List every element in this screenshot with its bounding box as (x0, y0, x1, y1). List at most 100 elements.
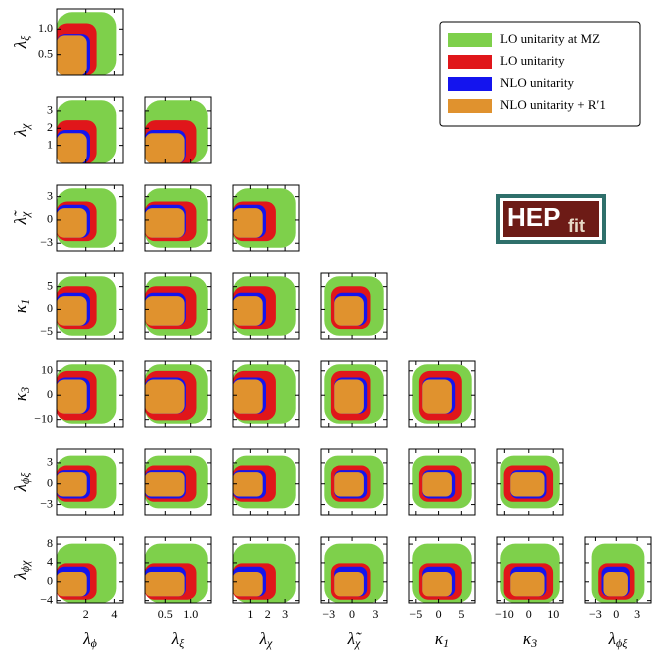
axis-subscript: χ (354, 636, 361, 650)
axis-symbol: λ (171, 629, 179, 648)
region (334, 379, 364, 414)
region (510, 571, 545, 597)
y-tick-label: 10 (41, 363, 53, 377)
x-tick-label: 1.0 (183, 607, 198, 621)
panel (584, 536, 652, 604)
region (145, 472, 185, 497)
panel (56, 184, 124, 252)
axis-label: λχ (11, 123, 32, 137)
x-tick-label: −10 (495, 607, 514, 621)
axis-label: λϕχ (11, 560, 32, 581)
x-tick-label: 2 (265, 607, 271, 621)
axis-label: κ1 (435, 629, 449, 650)
x-tick-label: 4 (111, 607, 117, 621)
region (145, 296, 185, 326)
region (422, 571, 452, 597)
panel (232, 448, 300, 516)
axis-symbol: λ (11, 484, 30, 492)
region (57, 208, 87, 238)
region (510, 472, 545, 497)
panel (320, 272, 388, 340)
panel (144, 184, 212, 252)
y-tick-label: 1 (47, 137, 53, 151)
region (233, 208, 263, 238)
panel (144, 360, 212, 428)
x-tick-label: 5 (458, 607, 464, 621)
axis-subscript: 3 (18, 387, 32, 394)
axis-subscript: 1 (443, 636, 449, 650)
axis-subscript: ϕχ (18, 560, 32, 572)
axis-label: λξ (11, 35, 32, 49)
region (233, 296, 263, 326)
panel-frame (144, 360, 212, 428)
panel-frame (144, 272, 212, 340)
x-tick-label: −5 (409, 607, 422, 621)
legend-swatch (448, 33, 492, 47)
panel (232, 536, 300, 604)
region (57, 133, 87, 163)
panel-frame (496, 448, 564, 516)
x-tick-label: 3 (282, 607, 288, 621)
panel (320, 448, 388, 516)
region (334, 296, 364, 326)
panel (56, 8, 124, 76)
axis-symbol: λ (11, 572, 30, 580)
panel-frame (496, 536, 564, 604)
region (334, 571, 364, 597)
panel (144, 536, 212, 604)
axis-subscript: χ (18, 123, 32, 130)
panel-frame (408, 536, 476, 604)
axis-subscript: ξ (179, 636, 185, 650)
y-tick-label: 0.5 (38, 46, 53, 60)
axis-symbol: λ (11, 41, 30, 49)
axis-symbol: κ (435, 629, 444, 648)
x-tick-label: 3 (634, 607, 640, 621)
region (334, 472, 364, 497)
axis-label: λϕ (82, 629, 97, 650)
axis-label: κ3 (523, 629, 537, 650)
axis-subscript: 1 (18, 299, 32, 305)
panel (408, 448, 476, 516)
panel-frame (320, 448, 388, 516)
axis-symbol: κ (11, 304, 30, 313)
region (57, 472, 87, 497)
x-tick-label: 1 (247, 607, 253, 621)
axis-subscript: χ (18, 211, 32, 218)
y-tick-label: 3 (47, 188, 53, 202)
panel-frame (232, 272, 300, 340)
axis-subscript: ϕξ (616, 636, 628, 650)
panel (408, 536, 476, 604)
x-tick-label: 2 (83, 607, 89, 621)
region (422, 472, 452, 497)
panel (56, 272, 124, 340)
legend-label: NLO unitarity (500, 75, 575, 90)
legend-label: LO unitarity (500, 53, 565, 68)
axis-label: κ1 (11, 299, 32, 313)
panel-frame (56, 360, 124, 428)
y-tick-label: 0 (47, 574, 53, 588)
panel (320, 536, 388, 604)
x-tick-label: 0 (613, 607, 619, 621)
region (57, 379, 87, 414)
panel (232, 184, 300, 252)
axis-label: κ3 (11, 387, 32, 401)
panel-frame (320, 272, 388, 340)
panel (144, 272, 212, 340)
panel-frame (56, 536, 124, 604)
y-tick-label: −5 (40, 324, 53, 338)
logo-sub: fit (568, 216, 585, 236)
panel (496, 448, 564, 516)
x-tick-label: −3 (589, 607, 602, 621)
panel (232, 360, 300, 428)
y-tick-label: 2 (47, 120, 53, 134)
panel-frame (320, 536, 388, 604)
y-tick-label: 0 (47, 387, 53, 401)
legend-label: NLO unitarity + R′1 (500, 97, 606, 112)
y-tick-label: 0 (47, 301, 53, 315)
legend-label: LO unitarity at MZ (500, 31, 600, 46)
region (233, 379, 263, 414)
panel-frame (56, 448, 124, 516)
logo-bg (503, 201, 599, 237)
region (57, 296, 87, 326)
